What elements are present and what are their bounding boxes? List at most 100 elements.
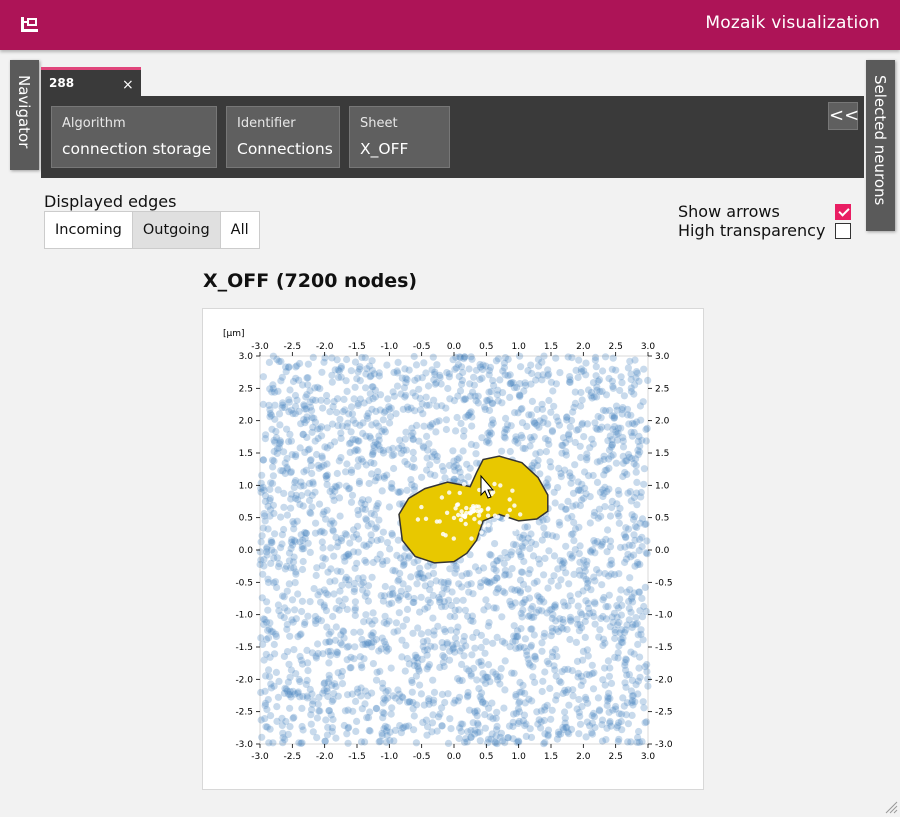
scatter-point	[566, 635, 574, 644]
scatter-point	[303, 694, 311, 702]
scatter-point	[349, 416, 357, 424]
scatter-point	[270, 447, 278, 456]
scatter-point	[634, 677, 642, 685]
scatter-point	[399, 561, 407, 570]
scatter-point	[424, 663, 432, 671]
tab-288[interactable]: 288 ×	[41, 67, 141, 96]
x-tick-label-top: 2.5	[609, 342, 623, 352]
scatter-point	[368, 689, 376, 697]
selected-neurons-tab[interactable]: Selected neurons	[866, 60, 895, 231]
resize-handle-icon[interactable]	[884, 800, 898, 814]
scatter-point	[501, 354, 509, 362]
show-arrows-checkbox[interactable]	[835, 204, 851, 220]
selected-node-highlight	[505, 532, 510, 538]
selected-node-highlight	[507, 526, 513, 531]
scatter-point	[600, 489, 608, 498]
scatter-point	[350, 548, 358, 556]
tree-structure-icon[interactable]	[20, 16, 40, 34]
scatter-point	[627, 687, 636, 695]
scatter-point	[431, 643, 439, 651]
scatter-point	[408, 463, 416, 471]
scatter-point	[408, 678, 416, 687]
scatter-point	[266, 619, 274, 627]
scatter-chart[interactable]: -3.0-3.0-2.5-2.5-2.0-2.0-1.5-1.5-1.0-1.0…	[203, 309, 703, 789]
scatter-point	[487, 735, 495, 743]
scatter-point	[309, 423, 317, 431]
scatter-point	[540, 524, 548, 532]
scatter-point	[430, 688, 439, 696]
x-tick-label-bottom: -1.5	[348, 752, 366, 762]
navigator-tab[interactable]: Navigator	[10, 60, 39, 170]
scatter-point	[520, 557, 528, 566]
scatter-point	[554, 417, 562, 425]
scatter-point	[593, 538, 601, 546]
outgoing-button[interactable]: Outgoing	[132, 212, 221, 248]
scatter-point	[602, 391, 611, 399]
scatter-point	[466, 409, 474, 417]
scatter-point	[484, 673, 492, 681]
all-button[interactable]: All	[230, 222, 249, 238]
scatter-point	[410, 726, 418, 734]
scatter-point	[582, 561, 590, 569]
scatter-point	[283, 587, 291, 595]
scatter-point	[438, 639, 446, 647]
scatter-point	[409, 629, 417, 637]
scatter-point	[446, 612, 454, 621]
scatter-point	[279, 467, 287, 475]
scatter-point	[467, 392, 475, 400]
scatter-point	[488, 400, 497, 408]
scatter-point	[294, 496, 302, 504]
scatter-point	[289, 410, 297, 418]
high-transparency-checkbox[interactable]	[835, 223, 851, 239]
scatter-point	[613, 430, 621, 438]
close-icon[interactable]: ×	[122, 77, 134, 93]
scatter-point	[324, 591, 332, 599]
scatter-point	[574, 373, 582, 382]
scatter-point	[456, 354, 464, 362]
scatter-point	[337, 429, 345, 437]
scatter-point	[519, 606, 527, 614]
scatter-point	[613, 613, 621, 621]
scatter-point	[628, 698, 636, 707]
scatter-point	[299, 536, 307, 544]
scatter-point	[527, 411, 535, 419]
navigator-tab-label: Navigator	[15, 75, 33, 149]
scatter-point	[623, 671, 631, 679]
scatter-point	[444, 579, 452, 588]
scatter-point	[451, 696, 459, 704]
scatter-point	[281, 736, 289, 744]
incoming-button[interactable]: Incoming	[45, 212, 133, 248]
scatter-point	[602, 407, 610, 415]
scatter-point	[630, 420, 638, 428]
scatter-point	[303, 391, 311, 399]
scatter-point	[351, 358, 360, 366]
y-tick-label-right: -2.5	[655, 708, 673, 718]
scatter-point	[462, 642, 470, 650]
scatter-point	[592, 424, 600, 432]
scatter-point	[300, 401, 308, 409]
scatter-point	[304, 667, 312, 675]
scatter-point	[460, 353, 469, 361]
scatter-point	[269, 456, 277, 464]
scatter-point	[540, 598, 548, 606]
scatter-point	[354, 506, 362, 514]
scatter-point	[295, 675, 303, 684]
scatter-point	[437, 578, 445, 586]
scatter-point	[266, 410, 274, 418]
scatter-point	[387, 404, 395, 412]
scatter-point	[267, 680, 275, 688]
scatter-point	[283, 620, 291, 629]
scatter-point	[472, 450, 480, 458]
scatter-point	[471, 726, 479, 734]
scatter-point	[495, 584, 503, 592]
scatter-point	[327, 628, 335, 636]
scatter-point	[457, 419, 465, 428]
scatter-point	[289, 714, 297, 722]
collapse-button[interactable]: <<	[828, 102, 859, 130]
scatter-point	[261, 702, 269, 710]
scatter-point	[525, 659, 533, 667]
scatter-point	[561, 686, 569, 694]
scatter-point	[353, 717, 361, 725]
scatter-point	[450, 457, 458, 465]
scatter-point	[360, 541, 368, 549]
